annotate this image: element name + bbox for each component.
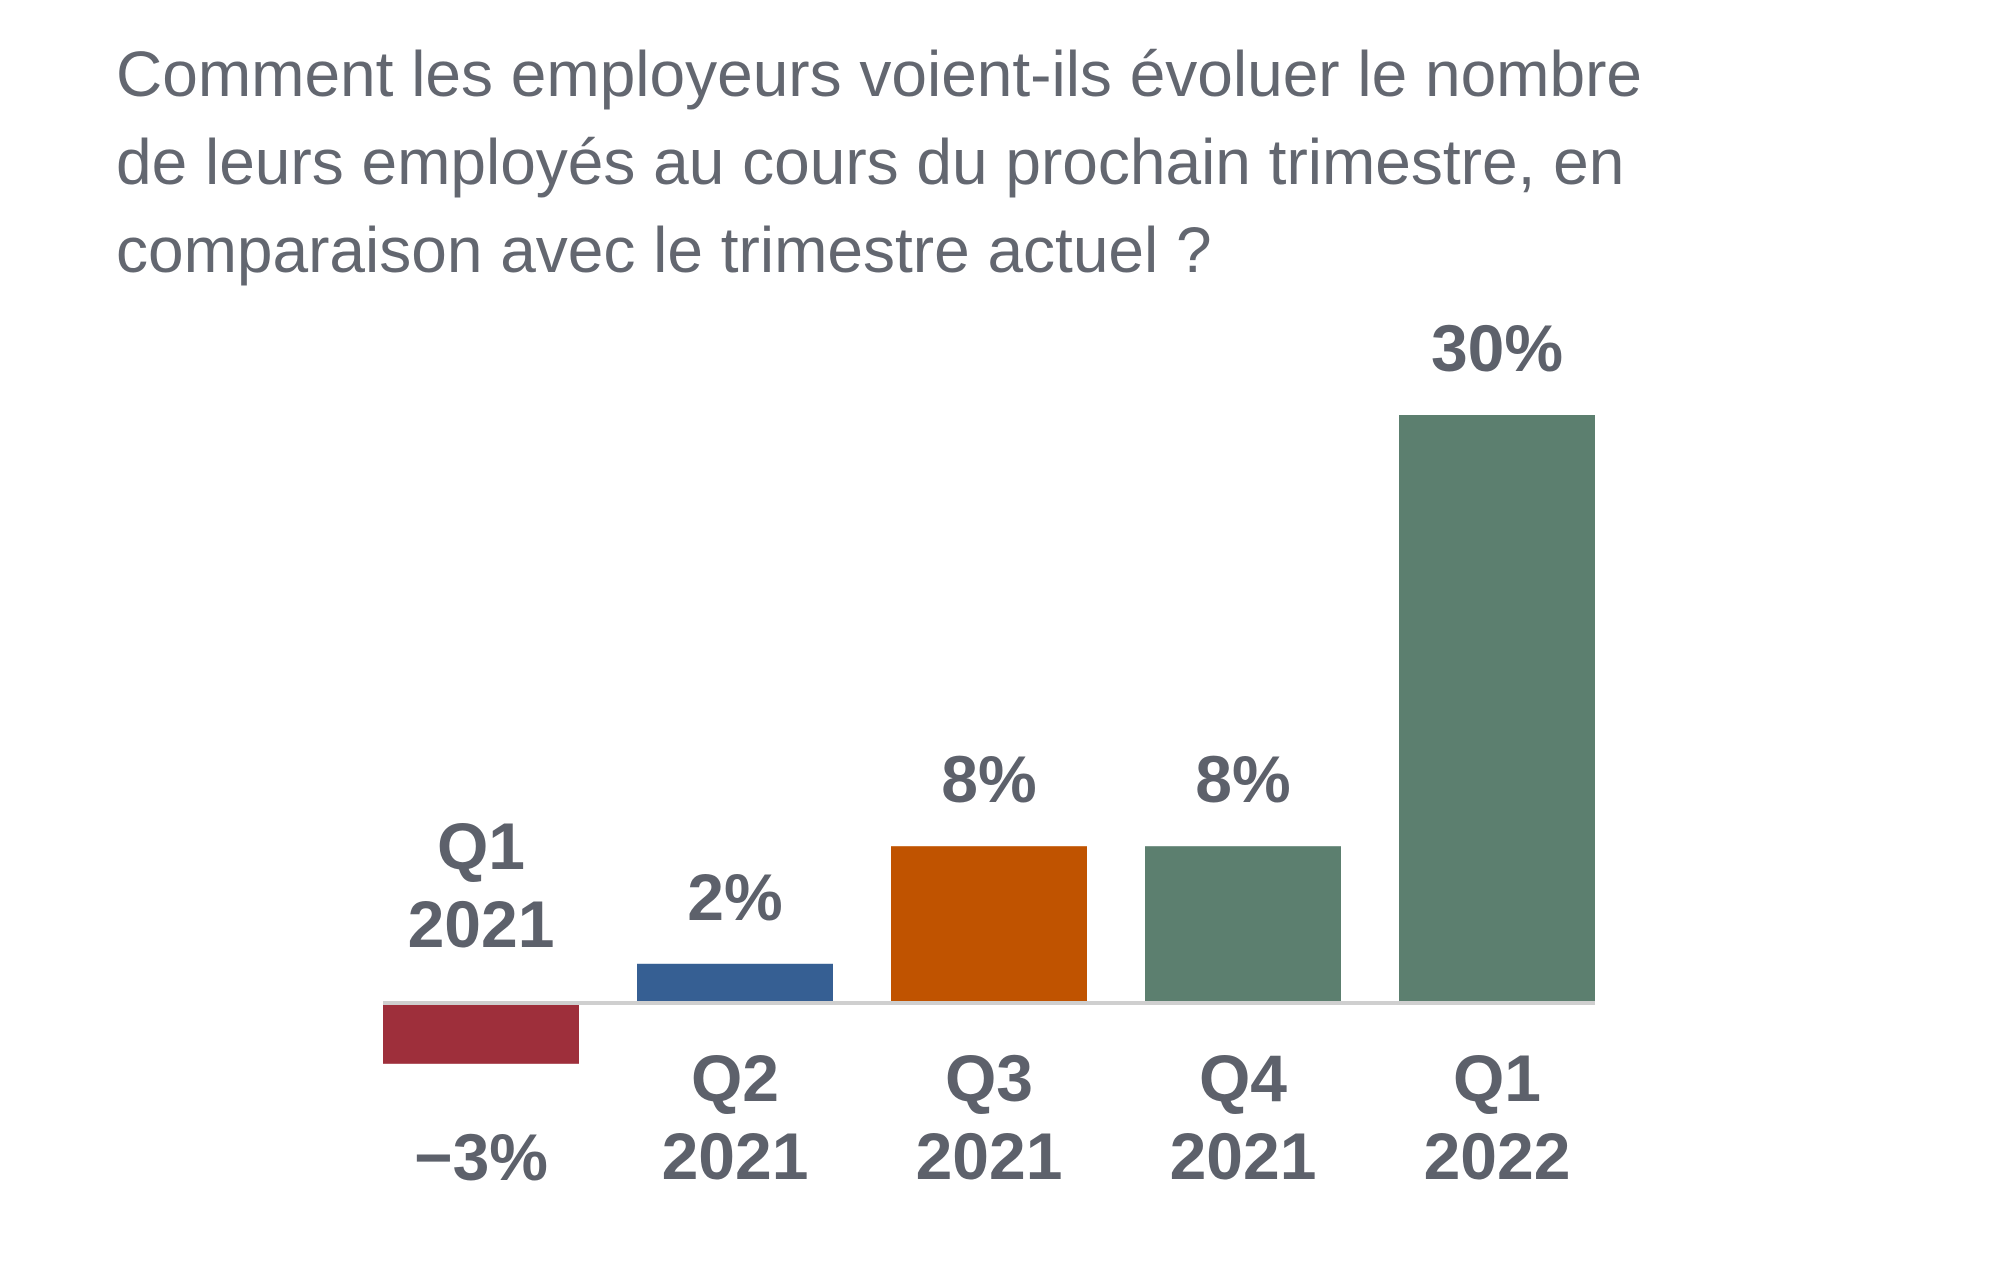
- data-label: −3%: [414, 1120, 548, 1194]
- category-label: 2022: [1424, 1119, 1571, 1193]
- category-label: Q4: [1199, 1041, 1287, 1115]
- category-label: Q3: [945, 1041, 1033, 1115]
- data-label: 8%: [941, 742, 1036, 816]
- bar: [1399, 415, 1595, 1003]
- category-label: Q1: [437, 809, 525, 883]
- chart-title-line-2: de leurs employés au cours du prochain t…: [116, 126, 1625, 198]
- data-label: 8%: [1195, 742, 1290, 816]
- category-label: 2021: [1170, 1119, 1317, 1193]
- bar: [1145, 846, 1341, 1003]
- chart-title-line-3: comparaison avec le trimestre actuel ?: [116, 214, 1212, 286]
- chart-title: Comment les employeurs voient-ils évolue…: [116, 30, 1836, 294]
- category-label: 2021: [916, 1119, 1063, 1193]
- bar: [383, 1005, 579, 1064]
- category-label: 2021: [662, 1119, 809, 1193]
- data-label: 30%: [1431, 311, 1563, 385]
- bar: [891, 846, 1087, 1003]
- category-label: Q1: [1453, 1041, 1541, 1115]
- bar: [637, 963, 833, 1003]
- data-label: 2%: [687, 860, 782, 934]
- category-label: Q2: [691, 1041, 779, 1115]
- category-label: 2021: [408, 887, 555, 961]
- chart-title-line-1: Comment les employeurs voient-ils évolue…: [116, 38, 1642, 110]
